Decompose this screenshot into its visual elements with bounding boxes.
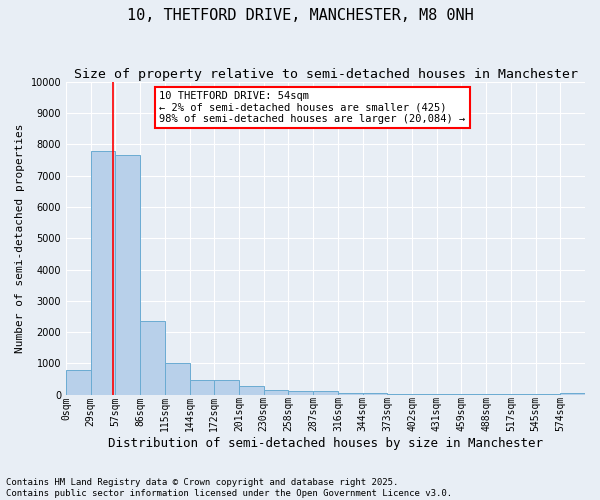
Bar [313,390,338,395]
Text: 10 THETFORD DRIVE: 54sqm
← 2% of semi-detached houses are smaller (425)
98% of s: 10 THETFORD DRIVE: 54sqm ← 2% of semi-de… [160,91,466,124]
Title: Size of property relative to semi-detached houses in Manchester: Size of property relative to semi-detach… [74,68,578,80]
Bar [115,156,140,395]
Bar [560,393,585,395]
Bar [437,394,461,395]
Bar [91,150,115,395]
Bar [362,393,388,395]
Bar [289,390,313,395]
Bar [388,394,412,395]
Bar [214,380,239,395]
Y-axis label: Number of semi-detached properties: Number of semi-detached properties [15,124,25,353]
X-axis label: Distribution of semi-detached houses by size in Manchester: Distribution of semi-detached houses by … [108,437,543,450]
Text: 10, THETFORD DRIVE, MANCHESTER, M8 0NH: 10, THETFORD DRIVE, MANCHESTER, M8 0NH [127,8,473,22]
Bar [412,394,437,395]
Bar [165,363,190,395]
Bar [264,390,289,395]
Text: Contains HM Land Registry data © Crown copyright and database right 2025.
Contai: Contains HM Land Registry data © Crown c… [6,478,452,498]
Bar [140,321,165,395]
Bar [66,370,91,395]
Bar [239,386,264,395]
Bar [338,393,362,395]
Bar [190,380,214,395]
